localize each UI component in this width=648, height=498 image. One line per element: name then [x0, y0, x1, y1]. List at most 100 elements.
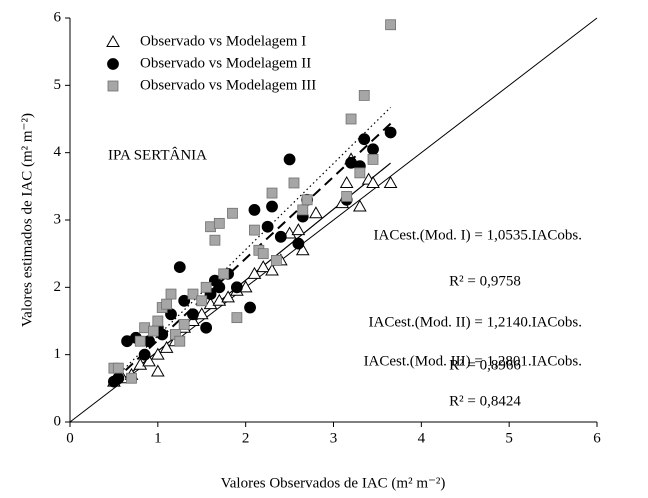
point: [383, 175, 398, 188]
point: [297, 204, 309, 216]
annotation: R² = 0,8966: [449, 357, 521, 373]
y-tick-label: 5: [54, 77, 62, 93]
point: [178, 318, 190, 330]
x-tick-label: 3: [330, 430, 338, 446]
point: [384, 126, 397, 139]
point: [295, 243, 310, 256]
legend-label: Observado vs Modelagem III: [140, 77, 316, 93]
x-tick-label: 2: [242, 430, 250, 446]
point: [152, 315, 164, 327]
point: [266, 187, 278, 199]
point: [256, 260, 271, 273]
point: [112, 362, 124, 374]
point: [200, 321, 213, 334]
legend-label: Observado vs Modelagem I: [140, 33, 306, 49]
point: [212, 293, 227, 306]
point: [133, 357, 148, 370]
x-tick-label: 4: [418, 430, 426, 446]
annotation: IPA SERTÂNIA: [108, 146, 207, 163]
point: [282, 226, 297, 239]
point: [274, 230, 287, 243]
legend-marker: [106, 34, 120, 47]
point: [138, 348, 151, 361]
point: [159, 340, 174, 353]
point: [266, 200, 278, 213]
point: [345, 156, 357, 169]
x-axis-title: Valores Observados de IAC (m² m⁻²): [221, 475, 446, 491]
x-tick-label: 1: [154, 430, 162, 446]
point: [187, 308, 199, 321]
point: [249, 224, 260, 236]
point: [230, 281, 243, 294]
point: [358, 133, 371, 146]
point: [345, 113, 357, 125]
point: [244, 301, 256, 314]
x-tick-label: 0: [66, 430, 74, 446]
annotation: R² = 0,8424: [449, 393, 521, 409]
x-tick-label: 5: [505, 430, 513, 446]
point: [366, 175, 380, 188]
point: [150, 347, 165, 360]
point: [203, 297, 218, 310]
point: [112, 372, 125, 385]
point: [126, 372, 137, 384]
y-tick-label: 0: [54, 413, 62, 429]
point: [213, 281, 226, 294]
point: [339, 175, 354, 188]
point: [309, 206, 323, 219]
y-tick-label: 6: [54, 9, 62, 25]
annotation: IACest.(Mod. I) = 1,0535.IACobs.: [374, 227, 582, 243]
y-tick-label: 4: [54, 144, 62, 160]
point: [134, 335, 146, 347]
legend-label: Observado vs Modelagem II: [140, 55, 311, 71]
point: [218, 268, 230, 280]
y-tick-label: 3: [54, 211, 62, 227]
annotation: IACest.(Mod. II) = 1,2140.IACobs.: [369, 314, 582, 330]
point: [288, 177, 300, 189]
point: [150, 364, 165, 377]
point: [301, 194, 313, 206]
point: [354, 167, 366, 179]
point: [292, 237, 305, 250]
legend-marker: [107, 58, 119, 70]
fit-line: [113, 106, 392, 380]
point: [174, 335, 186, 347]
point: [178, 294, 191, 307]
point: [248, 203, 261, 216]
point: [367, 153, 379, 165]
point: [186, 313, 200, 326]
point: [385, 19, 396, 31]
point: [271, 254, 282, 266]
point: [291, 223, 306, 236]
point: [358, 90, 370, 101]
point: [196, 295, 208, 307]
point: [227, 207, 238, 219]
point: [161, 298, 173, 310]
x-tick-label: 6: [593, 430, 601, 446]
y-tick-label: 1: [54, 346, 62, 362]
point: [213, 217, 225, 229]
point: [352, 199, 367, 212]
y-tick-label: 2: [54, 279, 62, 295]
point: [231, 312, 243, 324]
point: [367, 143, 379, 156]
point: [173, 261, 186, 274]
point: [221, 290, 235, 303]
y-axis-title: Valores estimados de IAC (m² m⁻²): [19, 113, 35, 327]
point: [341, 191, 353, 202]
point: [187, 288, 199, 300]
point: [148, 325, 159, 337]
point: [200, 281, 212, 293]
point: [283, 153, 296, 166]
point: [257, 248, 269, 260]
point: [265, 263, 279, 276]
legend-marker: [107, 80, 119, 92]
annotation: IACest.(Mod. III) = 1,2801.IACobs.: [364, 353, 582, 369]
point: [261, 220, 274, 233]
point: [209, 234, 221, 246]
point: [165, 288, 177, 300]
point: [247, 266, 262, 279]
point: [142, 354, 156, 367]
annotation: R² = 0,9758: [449, 273, 521, 289]
